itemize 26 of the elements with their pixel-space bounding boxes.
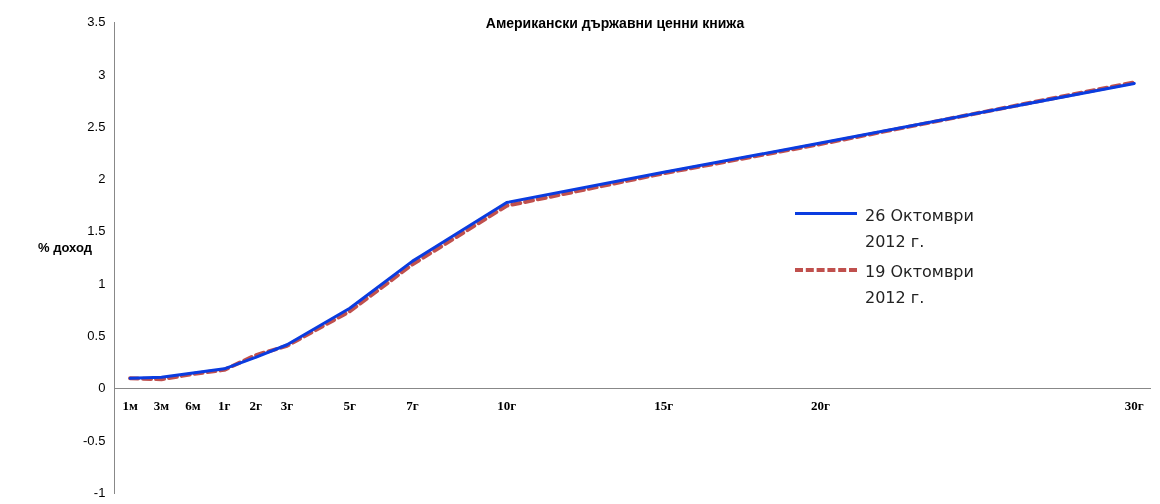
y-tick-label: 0.5 xyxy=(87,327,106,343)
x-tick-label: 1г xyxy=(218,397,231,413)
y-axis-title: % доход xyxy=(38,240,92,255)
chart-title: Американски държавни ценни книжа xyxy=(485,15,745,32)
x-tick-label: 30г xyxy=(1124,397,1144,413)
x-tick-label: 6м xyxy=(185,397,201,413)
x-tick-label: 1м xyxy=(122,397,138,413)
y-tick-label: 1.5 xyxy=(87,223,106,239)
y-tick-label: 3.5 xyxy=(87,14,106,30)
y-tick-label: -0.5 xyxy=(82,432,106,448)
y-tick-label: 2.5 xyxy=(87,118,106,134)
x-tick-label: 2г xyxy=(249,397,262,413)
y-tick-label: 0 xyxy=(98,380,106,396)
x-tick-label: 3г xyxy=(280,397,294,413)
y-tick-label: -1 xyxy=(93,484,106,500)
x-tick-label: 20г xyxy=(811,397,831,413)
x-tick-label: 10г xyxy=(497,397,517,413)
y-tick-label: 3 xyxy=(98,66,106,82)
legend-label: 19 Октомври 2012 г. xyxy=(865,261,975,309)
x-tick-label: 5г xyxy=(343,397,357,413)
x-tick-label: 15г xyxy=(654,397,674,413)
y-tick-label: 1 xyxy=(98,275,106,291)
y-tick-label: 2 xyxy=(98,171,106,187)
legend-label: 26 Октомври 2012 г. xyxy=(865,205,975,253)
x-tick-label: 7г xyxy=(406,397,419,413)
x-tick-label: 3м xyxy=(153,397,170,413)
